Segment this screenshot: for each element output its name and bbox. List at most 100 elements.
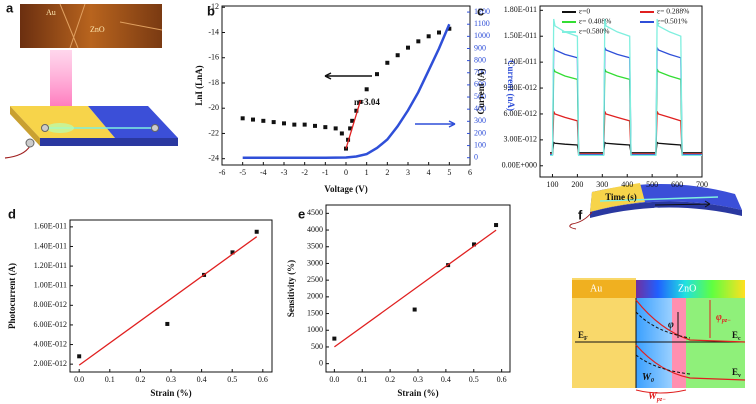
legend-label: ε= 0.408%: [579, 17, 611, 26]
data-line: [550, 141, 702, 154]
x-tick-label: 0.2: [385, 375, 395, 384]
data-point: [406, 45, 410, 50]
y-axis-title: Photocurrent (A): [7, 263, 17, 329]
y-tick-label: -18: [208, 78, 219, 87]
data-point: [282, 121, 286, 126]
y-tick-label: 1.40E-011: [34, 241, 67, 250]
data-point: [313, 123, 317, 128]
y-tick-label: 0.00E+000: [502, 161, 537, 170]
x-tick-label: 0.2: [135, 375, 145, 384]
y2-tick-label: 200: [474, 128, 486, 137]
data-point: [292, 122, 297, 127]
light-spot: [46, 123, 74, 133]
panel-label: b: [207, 3, 215, 18]
y-tick-label: 4000: [307, 225, 323, 234]
band-unstrained: [635, 311, 691, 339]
panel-label: f: [578, 207, 583, 222]
x-tick-label: 0.6: [497, 375, 507, 384]
y-tick-label: 1.20E-011: [34, 261, 67, 270]
y-tick-label: 1000: [307, 325, 323, 334]
data-point: [385, 60, 390, 65]
x-tick-label: 0.1: [105, 375, 115, 384]
y2-tick-label: 800: [474, 55, 486, 64]
x-axis-title: Strain (%): [150, 388, 191, 398]
data-point: [323, 125, 328, 130]
data-line: [78, 236, 258, 366]
data-point: [240, 116, 245, 121]
y2-tick-label: 1100: [474, 19, 490, 28]
conduction-band: [635, 299, 746, 343]
zno-header: [636, 280, 745, 298]
y-tick-label: 2000: [307, 292, 323, 301]
data-point: [437, 30, 441, 35]
y-tick-label: -24: [208, 154, 219, 163]
material-label: ZnO: [678, 283, 696, 294]
electrode: [41, 124, 49, 132]
x-tick-label: -2: [301, 168, 308, 177]
x-tick-label: 100: [546, 180, 558, 189]
y-tick-label: 1.50E-011: [504, 31, 537, 40]
y-tick-label: 1500: [307, 308, 323, 317]
y-tick-label: 500: [311, 342, 323, 351]
photo-label: ZnO: [90, 25, 105, 34]
x-tick-label: 700: [696, 180, 708, 189]
y-tick-label: -14: [208, 27, 219, 36]
data-point: [230, 250, 235, 255]
y2-tick-label: 700: [474, 68, 486, 77]
wire: [599, 196, 719, 202]
y-tick-label: 4.00E-012: [33, 339, 67, 348]
x-tick-label: 0.5: [469, 375, 479, 384]
plot-frame: [325, 204, 511, 373]
x-tick-label: 500: [646, 180, 658, 189]
x-tick-label: 3: [406, 168, 410, 177]
y-axis-title: Current (A): [476, 68, 486, 114]
y-tick-label: -22: [208, 128, 219, 137]
data-point: [333, 126, 338, 131]
y2-tick-label: 0: [474, 153, 478, 162]
x-tick-label: -1: [322, 168, 329, 177]
y-tick-label: 3000: [307, 258, 323, 267]
x-axis-title: Voltage (V): [324, 184, 367, 194]
panel-label: c: [477, 3, 484, 18]
band-label-sub: 0: [651, 378, 654, 384]
au-region: [10, 106, 115, 138]
data-line: [334, 229, 497, 348]
data-point: [395, 53, 400, 58]
band-label-main: E: [732, 367, 738, 377]
x-tick-label: -6: [219, 168, 226, 177]
electrode: [25, 138, 35, 148]
band-label: EF: [578, 330, 588, 342]
data-point: [350, 118, 355, 123]
y2-tick-label: 100: [474, 140, 486, 149]
x-tick-label: 0.3: [166, 375, 176, 384]
y-tick-label: 6.00E-012: [503, 109, 537, 118]
band-label: Ev: [732, 367, 741, 379]
data-point: [302, 122, 307, 127]
au-header: [572, 280, 636, 298]
x-tick-label: 0.0: [74, 375, 84, 384]
legend-label: ε=0.580%: [579, 27, 610, 36]
band-label: Ec: [732, 330, 741, 342]
x-tick-label: 6: [468, 168, 472, 177]
band-label-sub: pz−: [656, 397, 666, 403]
y-tick-label: -12: [208, 2, 219, 11]
data-line: [242, 23, 451, 159]
y-tick-label: 2500: [307, 275, 323, 284]
x-tick-label: 400: [621, 180, 633, 189]
x-axis-title: Strain (%): [397, 388, 438, 398]
y-tick-label: -16: [208, 53, 219, 62]
data-point: [426, 34, 431, 39]
annotation: n=3.04: [354, 97, 380, 107]
band-label-main: E: [578, 330, 584, 340]
data-point: [271, 120, 276, 125]
x-tick-label: 0.6: [258, 375, 268, 384]
x-tick-label: 5: [447, 168, 451, 177]
band-label: W0: [642, 372, 654, 384]
data-point: [364, 87, 369, 92]
panel-label: a: [6, 0, 14, 15]
data-point: [494, 223, 499, 228]
data-point: [472, 242, 477, 247]
x-tick-label: 4: [427, 168, 431, 177]
device-au: [590, 183, 645, 212]
